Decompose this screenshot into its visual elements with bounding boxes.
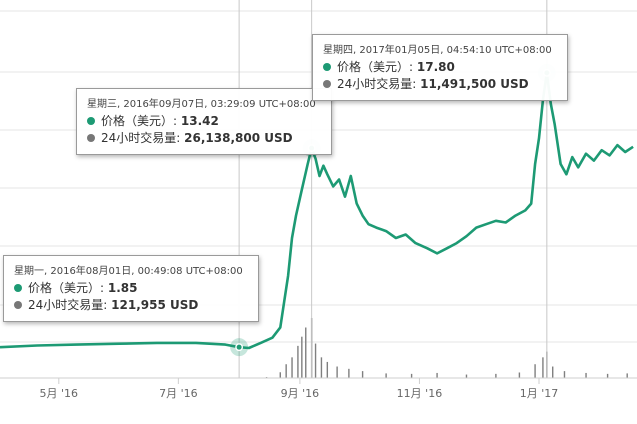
x-tick-label: 9月 '16 xyxy=(281,387,320,400)
volume-bar xyxy=(563,371,566,378)
volume-bar xyxy=(385,373,387,378)
x-axis-ticks: 5月 '16 7月 '16 9月 '16 11月 '16 1月 '17 xyxy=(40,378,559,400)
tooltip-price-row: 价格（美元）: 13.42 xyxy=(87,113,321,130)
volume-bar xyxy=(297,345,299,378)
volume-bar xyxy=(534,364,536,378)
tooltip-volume-value: 26,138,800 USD xyxy=(184,131,293,145)
volume-bar xyxy=(285,364,287,378)
price-line xyxy=(0,71,634,350)
volume-bar xyxy=(320,357,323,378)
price-dot-icon xyxy=(323,63,331,71)
tooltip-price-value: 1.85 xyxy=(107,281,138,295)
tooltip-volume-label: 24小时交易量: xyxy=(337,77,417,91)
volume-bar xyxy=(326,361,329,378)
volume-dot-icon xyxy=(87,134,95,142)
volume-dot-icon xyxy=(323,80,331,88)
tooltip-volume-value: 121,955 USD xyxy=(111,298,199,312)
volume-bar xyxy=(542,357,544,378)
tooltip-price-label: 价格（美元）: xyxy=(101,114,178,128)
tooltip-date: 星期三, 2016年09月07日, 03:29:09 UTC+08:00 xyxy=(87,99,316,110)
x-tick-label: 5月 '16 xyxy=(40,387,79,400)
tooltip-date: 星期一, 2016年08月01日, 00:49:08 UTC+08:00 xyxy=(14,266,243,277)
tooltip-price-row: 价格（美元）: 1.85 xyxy=(14,280,248,297)
volume-bar xyxy=(606,373,609,378)
tooltip-date: 星期四, 2017年01月05日, 04:54:10 UTC+08:00 xyxy=(323,45,552,56)
x-tick-label: 1月 '17 xyxy=(520,387,559,400)
volume-bar xyxy=(465,374,468,378)
volume-bar xyxy=(291,357,293,378)
tooltip-price-value: 17.80 xyxy=(416,60,455,74)
volume-bar xyxy=(585,372,587,378)
volume-bar xyxy=(348,368,350,378)
tooltip-price-label: 价格（美元）: xyxy=(28,281,105,295)
tooltip-volume-row: 24小时交易量: 26,138,800 USD xyxy=(87,130,321,147)
tooltip-price-row: 价格（美元）: 17.80 xyxy=(323,59,557,76)
volume-bar xyxy=(361,371,364,378)
volume-bars xyxy=(16,318,628,378)
volume-bar xyxy=(495,373,497,378)
volume-bar xyxy=(626,373,628,378)
tooltip-jan-2017: 星期四, 2017年01月05日, 04:54:10 UTC+08:00 价格（… xyxy=(312,34,568,101)
x-tick-label: 11月 '16 xyxy=(397,387,443,400)
volume-bar xyxy=(436,372,438,378)
volume-bar xyxy=(301,336,303,378)
tooltip-aug-2016: 星期一, 2016年08月01日, 00:49:08 UTC+08:00 价格（… xyxy=(3,255,259,322)
tooltip-volume-row: 24小时交易量: 11,491,500 USD xyxy=(323,76,557,93)
volume-bar xyxy=(305,327,307,378)
tooltip-price-label: 价格（美元）: xyxy=(337,60,414,74)
x-tick-label: 7月 '16 xyxy=(159,387,198,400)
marker-point xyxy=(235,343,244,352)
tooltip-volume-label: 24小时交易量: xyxy=(28,298,108,312)
volume-bar xyxy=(336,366,338,378)
tooltip-sep-2016: 星期三, 2016年09月07日, 03:29:09 UTC+08:00 价格（… xyxy=(76,88,332,155)
volume-bar xyxy=(279,372,281,378)
volume-dot-icon xyxy=(14,301,22,309)
tooltip-price-value: 13.42 xyxy=(180,114,219,128)
volume-bar xyxy=(518,372,521,378)
price-dot-icon xyxy=(14,284,22,292)
volume-bar xyxy=(552,366,554,378)
tooltip-volume-label: 24小时交易量: xyxy=(101,131,181,145)
volume-bar xyxy=(314,343,317,378)
tooltip-volume-value: 11,491,500 USD xyxy=(420,77,529,91)
tooltip-volume-row: 24小时交易量: 121,955 USD xyxy=(14,297,248,314)
volume-bar xyxy=(410,373,413,378)
price-dot-icon xyxy=(87,117,95,125)
